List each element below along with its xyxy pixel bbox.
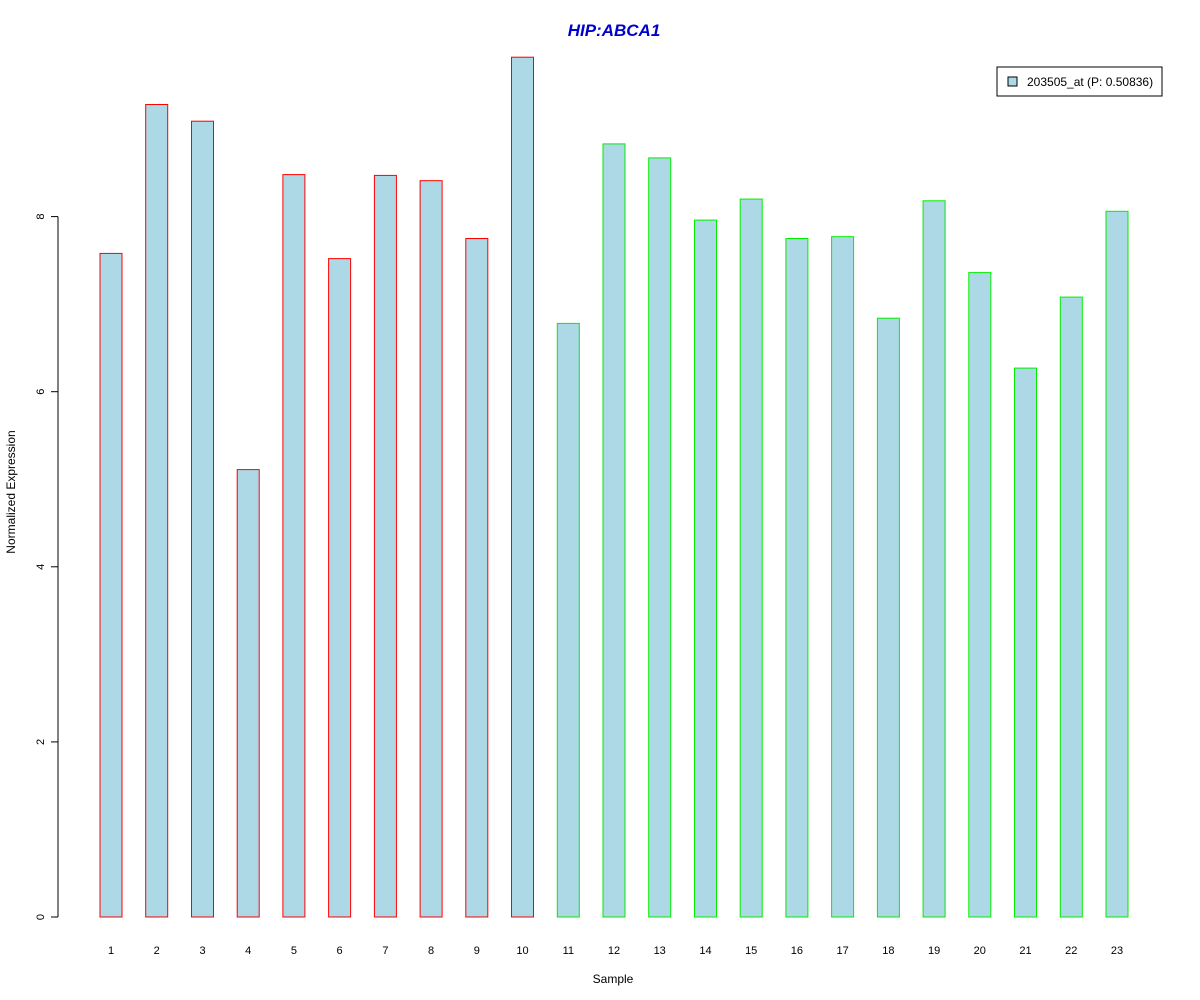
legend-label: 203505_at (P: 0.50836) bbox=[1027, 75, 1153, 89]
x-axis-labels: 1 2 3 4 5 6 7 8 9 10 11 12 13 14 15 16 17 18 19 20 21 22 23 bbox=[108, 945, 1123, 957]
bar-23 bbox=[1105, 210, 1129, 918]
x-tick-label-21: 21 bbox=[1019, 945, 1031, 957]
y-tick-label-4: 4 bbox=[35, 564, 47, 570]
x-tick-label-13: 13 bbox=[654, 945, 666, 957]
bar-7 bbox=[373, 174, 397, 918]
legend: 203505_at (P: 0.50836) bbox=[996, 66, 1163, 97]
x-tick-label-6: 6 bbox=[337, 945, 343, 957]
x-tick-label-22: 22 bbox=[1065, 945, 1077, 957]
y-tick-label-6: 6 bbox=[35, 389, 47, 395]
bar-18 bbox=[876, 317, 900, 918]
x-tick-label-15: 15 bbox=[745, 945, 757, 957]
bar-9 bbox=[465, 238, 489, 918]
bar-22 bbox=[1059, 296, 1083, 918]
x-tick-label-3: 3 bbox=[199, 945, 205, 957]
x-tick-label-1: 1 bbox=[108, 945, 114, 957]
bars-group bbox=[99, 56, 1129, 918]
x-tick-label-17: 17 bbox=[836, 945, 848, 957]
x-axis-title: Sample bbox=[593, 972, 634, 986]
bar-10 bbox=[511, 56, 534, 918]
bar-17 bbox=[831, 236, 855, 918]
bar-14 bbox=[694, 219, 717, 918]
x-tick-label-20: 20 bbox=[974, 945, 986, 957]
legend-box bbox=[996, 66, 1163, 97]
x-tick-label-16: 16 bbox=[791, 945, 803, 957]
bar-11 bbox=[556, 322, 580, 918]
bar-4 bbox=[236, 469, 260, 918]
bar-13 bbox=[648, 157, 672, 918]
bar-1 bbox=[99, 252, 123, 918]
chart-title: HIP:ABCA1 bbox=[568, 21, 661, 40]
bar-16 bbox=[785, 238, 809, 918]
x-tick-label-7: 7 bbox=[382, 945, 388, 957]
bar-21 bbox=[1014, 367, 1037, 918]
y-axis-title: Normalized Expression bbox=[4, 430, 18, 553]
bar-3 bbox=[191, 120, 214, 918]
bar-6 bbox=[328, 258, 352, 918]
x-tick-label-11: 11 bbox=[563, 945, 574, 957]
x-tick-label-5: 5 bbox=[291, 945, 297, 957]
x-tick-label-12: 12 bbox=[608, 945, 620, 957]
y-axis: 0 2 4 6 8 bbox=[35, 214, 59, 920]
bar-8 bbox=[419, 180, 443, 918]
x-tick-label-9: 9 bbox=[474, 945, 480, 957]
x-tick-label-4: 4 bbox=[245, 945, 251, 957]
x-tick-label-2: 2 bbox=[154, 945, 160, 957]
x-tick-label-10: 10 bbox=[516, 945, 528, 957]
x-tick-label-8: 8 bbox=[428, 945, 434, 957]
x-tick-label-23: 23 bbox=[1111, 945, 1123, 957]
y-tick-label-8: 8 bbox=[35, 214, 47, 220]
bar-19 bbox=[922, 200, 946, 918]
y-tick-label-0: 0 bbox=[35, 914, 47, 920]
x-tick-label-18: 18 bbox=[882, 945, 894, 957]
bar-5 bbox=[282, 174, 306, 918]
x-tick-label-19: 19 bbox=[928, 945, 940, 957]
bar-12 bbox=[602, 143, 626, 918]
bar-15 bbox=[739, 198, 763, 918]
x-tick-label-14: 14 bbox=[699, 945, 711, 957]
bar-20 bbox=[968, 272, 992, 918]
bar-2 bbox=[145, 104, 169, 918]
legend-swatch bbox=[1007, 76, 1018, 87]
y-tick-label-2: 2 bbox=[35, 739, 47, 745]
